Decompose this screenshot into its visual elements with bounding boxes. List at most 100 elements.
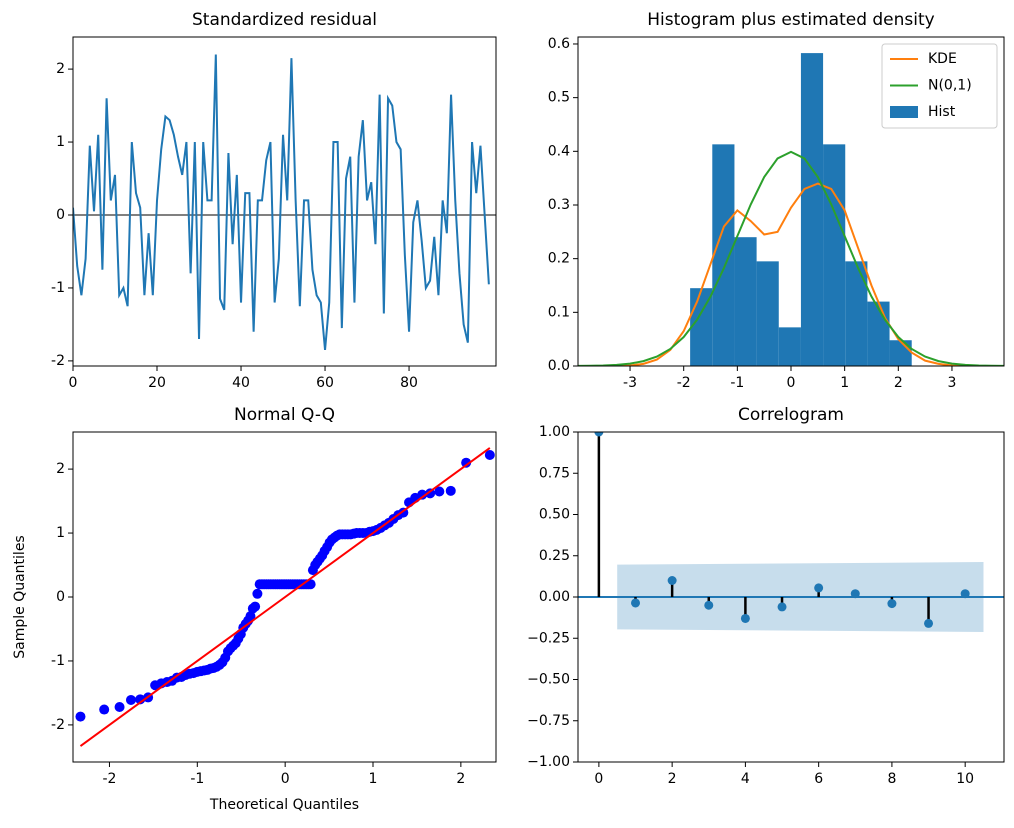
y-tick-label: 0.00 — [539, 589, 570, 605]
y-tick-label: 0.75 — [539, 465, 570, 481]
qq-point — [484, 450, 495, 461]
x-tick-label: 20 — [148, 375, 166, 391]
legend-swatch — [890, 106, 918, 118]
y-tick-label: 0.4 — [548, 143, 570, 159]
hist-bar — [690, 288, 713, 366]
y-tick-label: 0 — [56, 207, 65, 223]
stem-marker — [814, 583, 824, 593]
x-tick-label: 2 — [894, 375, 903, 391]
density-line — [578, 150, 1004, 366]
qq-point — [114, 702, 125, 712]
density-line — [578, 182, 1004, 366]
chart-title: Normal Q-Q — [234, 405, 335, 425]
hist-bar — [867, 301, 890, 366]
axes-frame — [577, 36, 1005, 367]
y-tick-label: −1.00 — [527, 754, 570, 770]
qq-point — [305, 579, 316, 590]
y-tick-label: 1 — [56, 134, 65, 150]
y-tick-label: −0.75 — [527, 713, 570, 729]
y-tick-label: 0.0 — [548, 358, 570, 374]
qq-point — [252, 588, 263, 599]
hist-bar — [845, 261, 868, 366]
plot-area — [75, 447, 495, 747]
qq-point — [417, 489, 428, 500]
stem-marker — [631, 598, 641, 608]
hist-bar — [800, 53, 824, 366]
plot-area — [73, 54, 496, 351]
stem-marker — [850, 589, 860, 599]
qq-point — [461, 457, 472, 468]
x-tick-label: 0 — [787, 375, 796, 391]
qq-point — [75, 711, 86, 722]
x-tick-label: 0 — [69, 375, 78, 391]
qq-point — [99, 704, 110, 715]
stem-marker — [887, 599, 897, 609]
y-tick-label: -2 — [51, 717, 65, 733]
qq-point — [245, 611, 256, 622]
hist-bar — [889, 340, 912, 366]
stem-marker — [960, 589, 970, 599]
x-tick-label: -2 — [102, 771, 116, 787]
qq-point — [250, 601, 261, 612]
stem-marker — [594, 432, 604, 437]
stem-marker — [704, 600, 714, 610]
legend-label: KDE — [928, 51, 957, 67]
plot-area — [578, 432, 1004, 632]
hist-bar — [756, 261, 779, 366]
residual-line — [73, 54, 490, 351]
y-tick-label: −0.50 — [527, 672, 570, 688]
x-tick-label: 4 — [741, 771, 750, 787]
hist-bar — [734, 237, 757, 366]
chart-title: Standardized residual — [192, 10, 377, 30]
y-axis-label: Sample Quantiles — [12, 535, 28, 658]
qq-point — [445, 485, 456, 496]
x-tick-label: -1 — [190, 771, 204, 787]
y-tick-label: 0.5 — [548, 90, 570, 106]
y-tick-label: 0.25 — [539, 548, 570, 564]
x-tick-label: -2 — [677, 375, 691, 391]
y-tick-label: 0 — [56, 589, 65, 605]
x-tick-label: 3 — [947, 375, 956, 391]
x-tick-label: 80 — [400, 375, 418, 391]
y-tick-label: 0.3 — [548, 197, 570, 213]
y-tick-label: 1 — [56, 525, 65, 541]
x-tick-label: 10 — [956, 771, 974, 787]
axes-frame — [72, 431, 497, 763]
y-tick-label: 1.00 — [539, 424, 570, 440]
y-tick-label: -2 — [51, 353, 65, 369]
y-tick-label: 2 — [56, 61, 65, 77]
x-tick-label: 2 — [668, 771, 677, 787]
stem-marker — [777, 602, 787, 612]
x-tick-label: 0 — [281, 771, 290, 787]
x-axis-label: Theoretical Quantiles — [209, 797, 359, 813]
hist-bar — [712, 144, 735, 366]
chart-title: Correlogram — [738, 405, 844, 425]
qq-point — [434, 486, 445, 497]
legend-label: Hist — [928, 104, 956, 120]
x-tick-label: 8 — [887, 771, 896, 787]
qq-point — [125, 694, 136, 705]
chart-title: Histogram plus estimated density — [647, 10, 934, 30]
x-tick-label: 6 — [814, 771, 823, 787]
y-tick-label: -1 — [51, 280, 65, 296]
stem-marker — [740, 613, 750, 623]
x-tick-label: 1 — [369, 771, 378, 787]
x-tick-label: 40 — [232, 375, 250, 391]
x-tick-label: 0 — [594, 771, 603, 787]
y-tick-label: 0.50 — [539, 507, 570, 523]
y-tick-label: -1 — [51, 653, 65, 669]
axes-frame — [72, 36, 497, 367]
x-tick-label: 1 — [840, 375, 849, 391]
y-tick-label: 0.1 — [548, 304, 570, 320]
stem-marker — [924, 618, 934, 628]
y-tick-label: −0.25 — [527, 630, 570, 646]
y-tick-label: 0.6 — [548, 36, 570, 52]
x-tick-label: -1 — [730, 375, 744, 391]
hist-bar — [823, 144, 846, 366]
hist-bar — [778, 327, 801, 366]
x-tick-label: 60 — [316, 375, 334, 391]
x-tick-label: -3 — [623, 375, 637, 391]
qq-point — [425, 488, 436, 499]
stem-marker — [667, 576, 677, 585]
